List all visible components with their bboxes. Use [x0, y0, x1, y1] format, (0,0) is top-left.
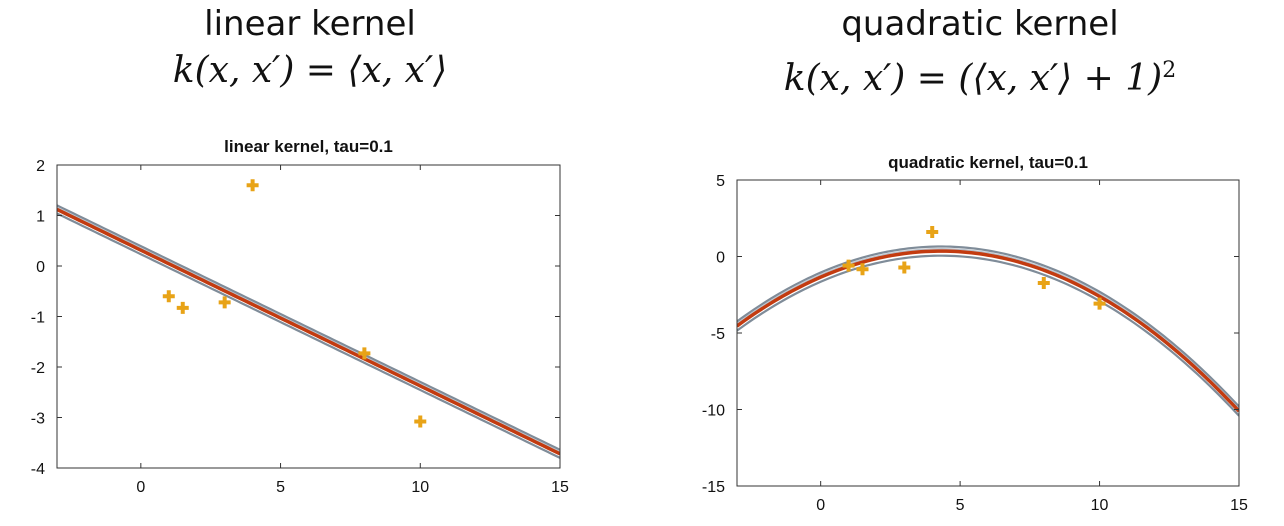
y-tick-label: 1 — [36, 209, 45, 226]
data-point — [856, 263, 869, 276]
band-inner-line — [737, 248, 1239, 410]
kernel-formula: k(x, x′) = (⟨x, x′⟩ + 1)2 — [760, 48, 1200, 102]
x-tick-label: 5 — [276, 479, 285, 496]
y-tick-label: -4 — [31, 461, 45, 478]
heading-title: quadratic kernel — [841, 4, 1119, 44]
plot-area — [57, 179, 560, 459]
band-upper-line — [737, 245, 1239, 408]
y-tick-label: -2 — [31, 360, 45, 377]
y-tick-label: 5 — [716, 173, 725, 190]
x-tick-label: 15 — [1230, 497, 1248, 514]
mean-line — [737, 249, 1239, 413]
y-tick-label: -5 — [711, 326, 725, 343]
y-tick-label: -1 — [31, 310, 45, 327]
y-tick-label: 2 — [36, 158, 45, 175]
mean-line — [57, 207, 560, 456]
x-tick-label: 0 — [136, 479, 145, 496]
data-point — [162, 290, 175, 303]
x-tick-label: 10 — [411, 479, 429, 496]
heading-quadratic-kernel: quadratic kernel k(x, x′) = (⟨x, x′⟩ + 1… — [760, 4, 1200, 102]
heading-linear-kernel: linear kernel k(x, x′) = ⟨x, x′⟩ — [100, 4, 520, 94]
kernel-formula: k(x, x′) = ⟨x, x′⟩ — [100, 48, 520, 94]
x-tick-label: 5 — [956, 497, 965, 514]
y-tick-label: 0 — [36, 259, 45, 276]
band-lower-line — [57, 212, 560, 459]
data-point — [358, 347, 371, 360]
data-point — [176, 301, 189, 314]
formula-text: k(x, x′) = (⟨x, x′⟩ + 1) — [783, 58, 1163, 99]
x-tick-label: 0 — [816, 497, 825, 514]
plot-frame — [56, 164, 561, 469]
band-inner-line — [57, 206, 560, 453]
y-tick-label: -3 — [31, 411, 45, 428]
y-tick-label: 0 — [716, 250, 725, 267]
heading-title: linear kernel — [204, 4, 416, 44]
formula-text: k(x, x′) = ⟨x, x′⟩ — [172, 50, 448, 91]
formula-exponent: 2 — [1162, 58, 1177, 83]
band-lower-line — [737, 254, 1239, 417]
chart-title: linear kernel, tau=0.1 — [224, 137, 393, 156]
chart-title: quadratic kernel, tau=0.1 — [888, 153, 1088, 172]
data-point — [246, 179, 259, 192]
data-point — [414, 415, 427, 428]
chart-quadratic-kernel: quadratic kernel, tau=0.1 0 5 10 15 5 0 -5 -10 -1… — [702, 153, 1248, 514]
x-tick-label: 15 — [551, 479, 569, 496]
data-point — [842, 259, 855, 272]
x-tick-label: 10 — [1091, 497, 1109, 514]
data-point — [218, 296, 231, 309]
band-upper-line — [57, 204, 560, 451]
data-point — [926, 226, 939, 239]
data-point — [1093, 297, 1106, 310]
plot-frame — [736, 179, 1240, 487]
data-point — [898, 261, 911, 274]
plot-area — [737, 226, 1239, 417]
data-point — [1037, 276, 1050, 289]
y-tick-label: -10 — [702, 403, 725, 420]
y-tick-label: -15 — [702, 479, 725, 496]
